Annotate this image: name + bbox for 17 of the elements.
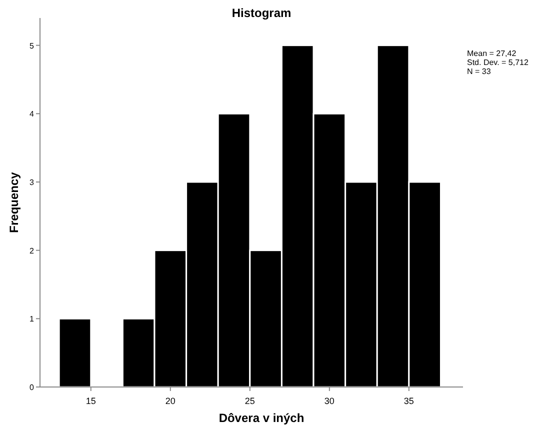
- text: N = 33: [467, 67, 492, 76]
- y-tick-label: 4: [30, 110, 35, 119]
- text: Std. Dev. = 5,712: [467, 58, 529, 67]
- y-tick-label: 0: [30, 383, 35, 392]
- x-tick-label: 15: [86, 396, 96, 406]
- y-tick-label: 2: [30, 246, 35, 256]
- x-tick-label: 20: [165, 396, 176, 406]
- x-tick-label: 35: [404, 396, 414, 406]
- y-tick-label: 1: [30, 314, 35, 324]
- chart-title: Histogram: [232, 6, 292, 20]
- text: Mean = 27,42: [467, 49, 517, 58]
- y-tick-label: 3: [30, 178, 35, 187]
- x-tick-label: 25: [244, 396, 255, 406]
- x-tick-label: 30: [324, 396, 334, 406]
- y-tick-label: 5: [30, 41, 35, 50]
- y-axis-title: Frequency: [7, 172, 21, 233]
- x-axis-title: Dôvera v iných: [218, 411, 304, 425]
